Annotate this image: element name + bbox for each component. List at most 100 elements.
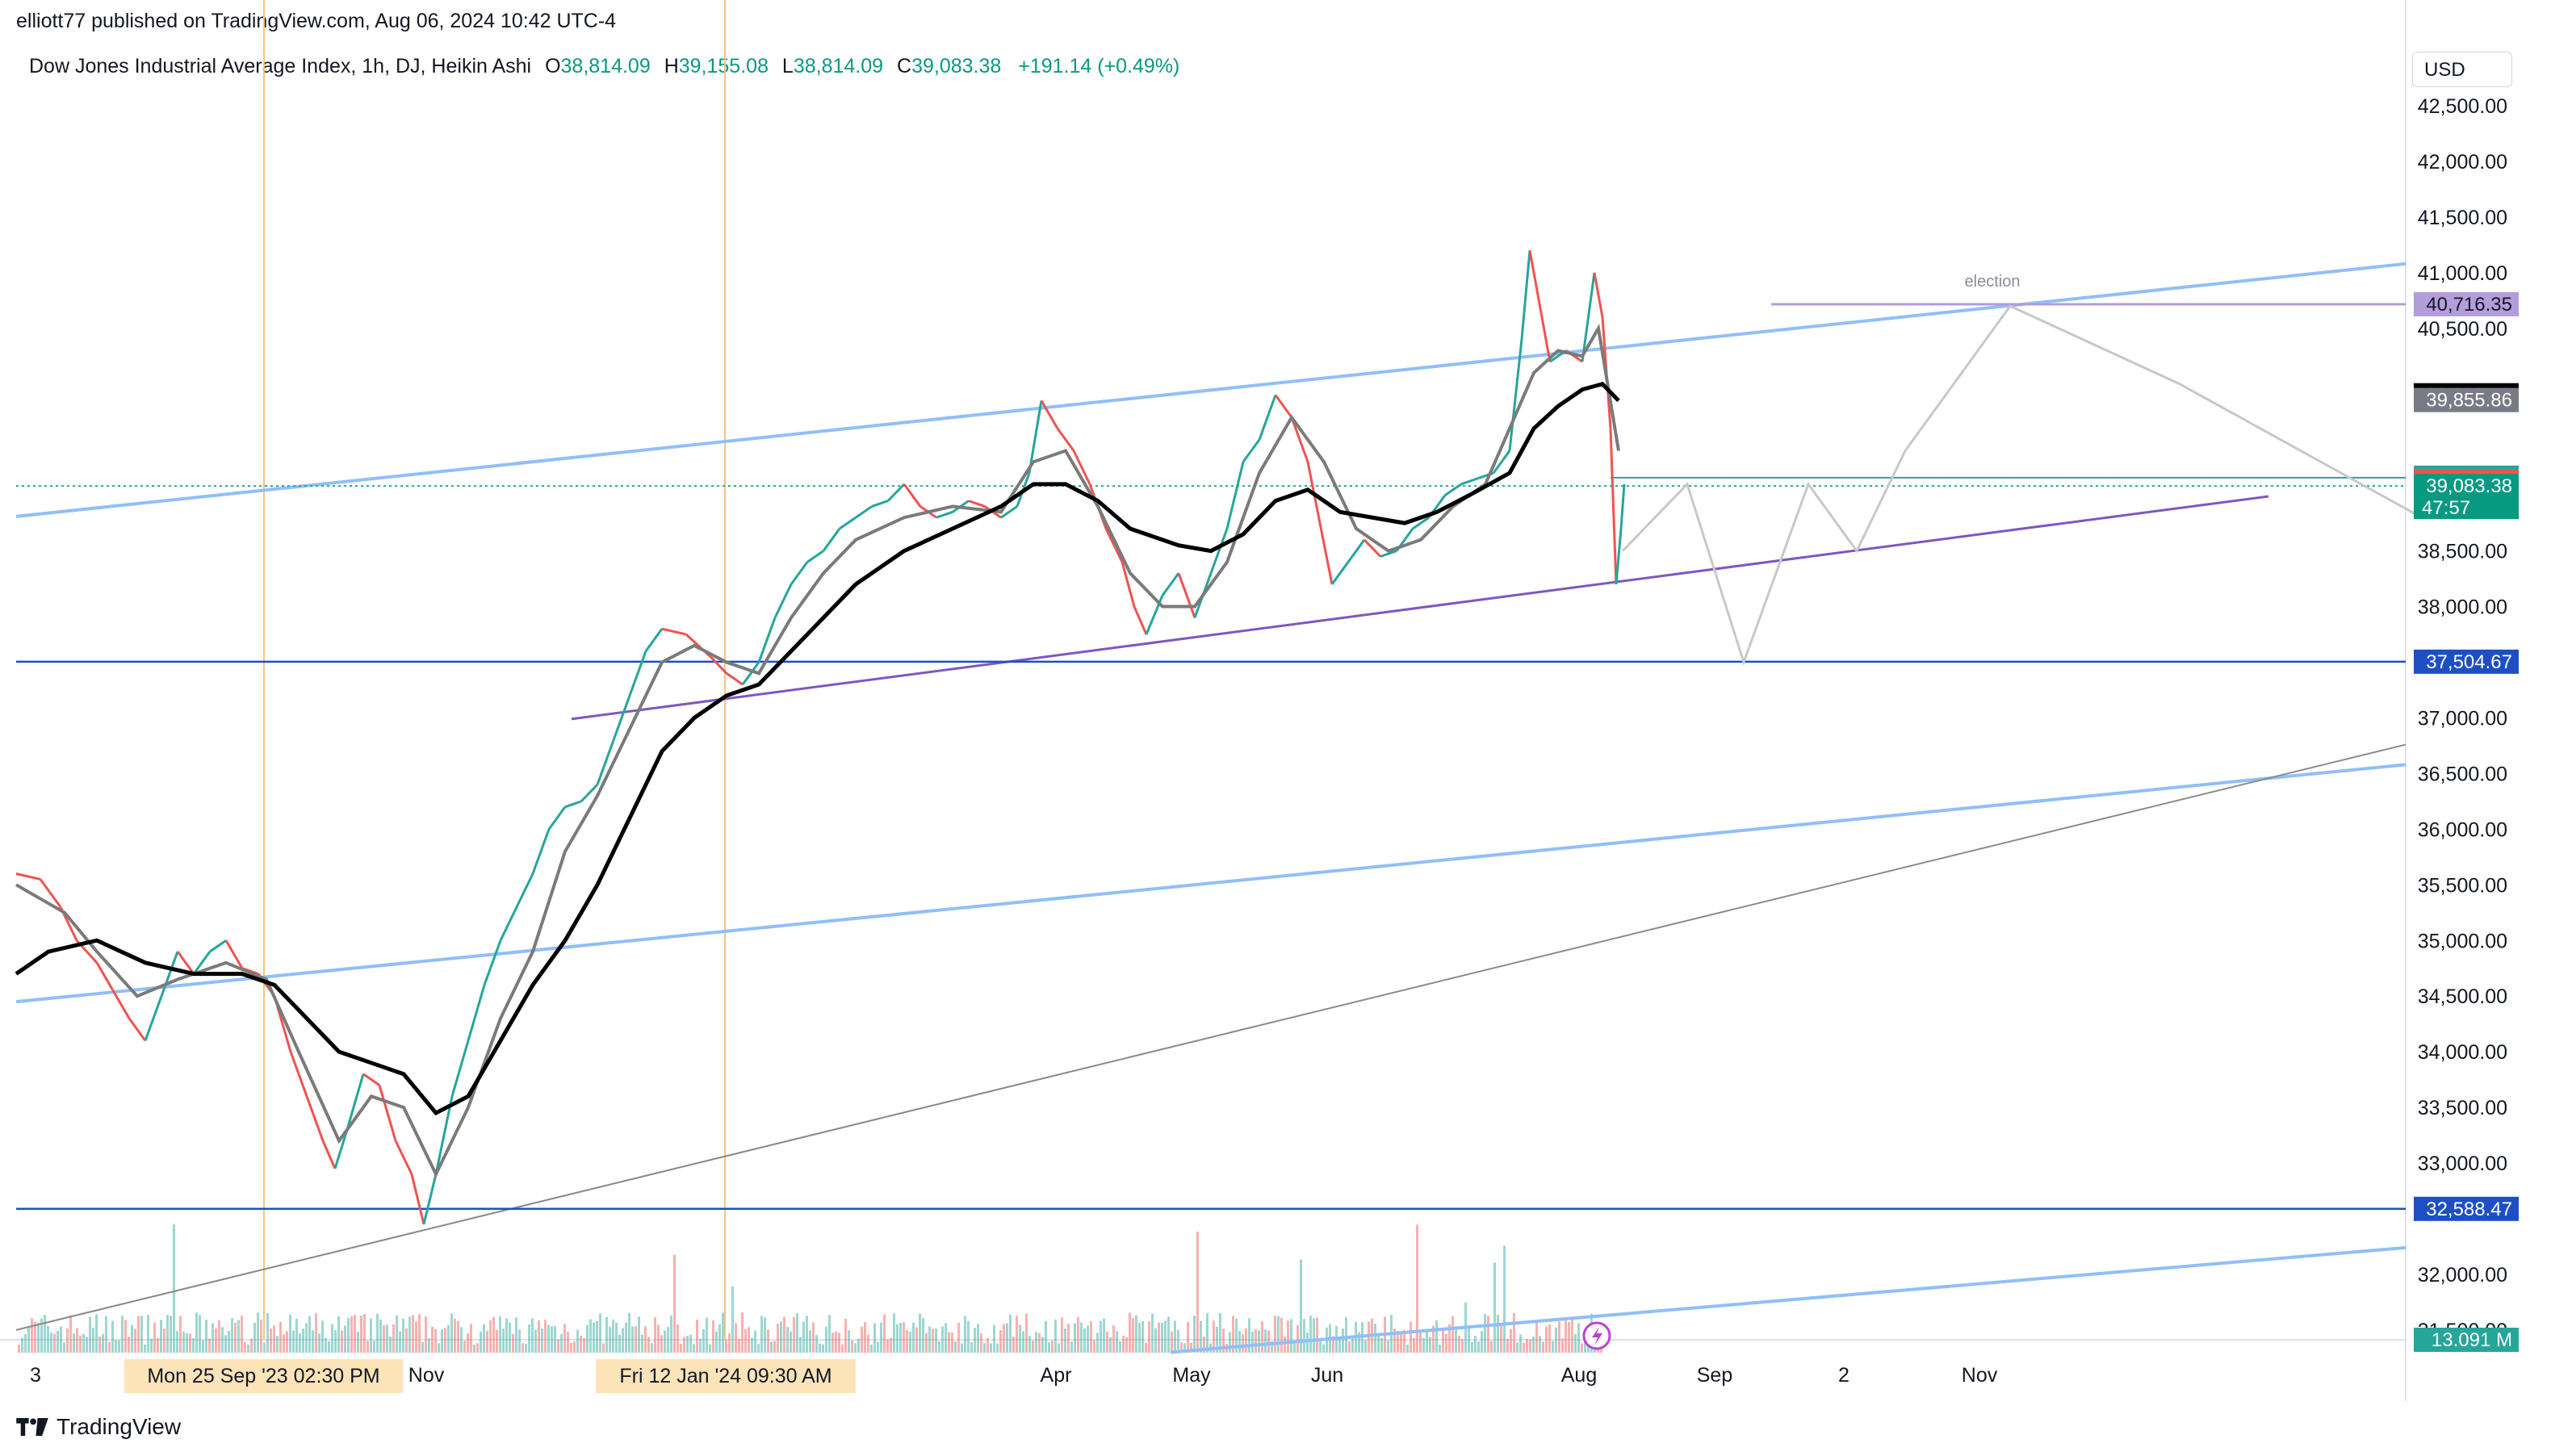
- price-tick-label: 38,000.00: [2418, 596, 2507, 619]
- volume-bar: [583, 1337, 585, 1353]
- price-badge: [2414, 474, 2519, 520]
- volume-bar: [253, 1323, 256, 1353]
- volume-bar: [586, 1324, 589, 1353]
- price-candle-segment: [547, 805, 567, 831]
- volume-bar: [1012, 1337, 1015, 1353]
- volume-bar: [157, 1337, 159, 1353]
- price-candle-segment: [757, 617, 777, 663]
- drawing-layer: election: [15, 261, 2406, 1354]
- price-candle-segment: [564, 800, 582, 809]
- volume-bar: [192, 1338, 195, 1353]
- volume-bar: [1006, 1323, 1008, 1353]
- price-badge: [2414, 1196, 2519, 1221]
- volume-bar: [1577, 1323, 1580, 1353]
- volume-bar: [315, 1312, 317, 1353]
- price-candle-segment: [95, 962, 115, 992]
- volume-bar: [273, 1324, 275, 1353]
- volume-bar: [1206, 1312, 1208, 1353]
- volume-bar: [98, 1336, 101, 1353]
- volume-bar: [641, 1334, 643, 1353]
- countdown-label: 47:57: [2422, 497, 2470, 519]
- volume-bar: [712, 1320, 714, 1353]
- price-candle-segment: [346, 1073, 365, 1131]
- volume-bar: [263, 1342, 266, 1353]
- volume-bar: [1403, 1330, 1405, 1353]
- volume-bar: [1216, 1327, 1218, 1353]
- volume-bar: [828, 1315, 831, 1353]
- volume-bar: [893, 1313, 895, 1353]
- price-candle-segment: [1330, 561, 1350, 585]
- volume-bar: [86, 1337, 88, 1353]
- currency-selector[interactable]: USD: [2412, 52, 2512, 87]
- price-badge: [2414, 387, 2519, 412]
- volume-bar: [1458, 1335, 1460, 1353]
- volume-bar: [1196, 1231, 1199, 1353]
- price-candle-segment: [111, 989, 131, 1019]
- price-candle-segment: [1380, 550, 1397, 558]
- price-candle-segment: [1615, 528, 1623, 585]
- volume-bar: [1545, 1326, 1548, 1353]
- volume-bar: [680, 1343, 682, 1353]
- price-candle-segment: [1274, 394, 1293, 419]
- volume-bar: [1242, 1334, 1244, 1353]
- volume-bar: [1487, 1316, 1489, 1353]
- volume-bar: [722, 1312, 724, 1353]
- volume-bar: [777, 1323, 779, 1353]
- volume-bar: [105, 1316, 107, 1353]
- volume-bar: [819, 1343, 821, 1353]
- volume-bar: [354, 1315, 356, 1353]
- volume-bar: [266, 1313, 269, 1353]
- volume-bar: [492, 1316, 495, 1353]
- price-chart[interactable]: election 42,500.00 42,000.00 41,500.00 41,0…: [0, 0, 2551, 1420]
- volume-bar: [189, 1333, 191, 1353]
- volume-bar: [1332, 1336, 1334, 1353]
- grid-layer: [0, 0, 2406, 1401]
- volume-bar: [237, 1320, 240, 1353]
- price-candle-segment: [1444, 483, 1462, 496]
- open-value: 38,814.09: [560, 55, 651, 77]
- tradingview-logo-icon: [16, 1418, 48, 1436]
- volume-bar: [1568, 1321, 1570, 1353]
- price-candle-segment: [1104, 528, 1124, 563]
- channel-middle-line: [15, 763, 2406, 1004]
- volume-bar: [124, 1320, 127, 1353]
- volume-bar: [980, 1333, 982, 1353]
- volume-bar: [221, 1327, 224, 1353]
- price-tick-label: 40,500.00: [2418, 318, 2507, 341]
- volume-layer: [18, 1224, 1602, 1353]
- volume-bar: [202, 1340, 204, 1353]
- symbol-name[interactable]: Dow Jones Industrial Average Index, 1h, …: [29, 55, 532, 77]
- volume-bar: [1119, 1341, 1121, 1353]
- volume-bar: [631, 1326, 634, 1353]
- volume-bar: [1552, 1341, 1554, 1353]
- volume-bar: [1455, 1329, 1457, 1353]
- volume-bar: [557, 1339, 559, 1353]
- volume-bar: [673, 1254, 676, 1353]
- price-candle-segment: [1347, 538, 1366, 563]
- volume-bar: [1112, 1325, 1115, 1353]
- tradingview-brand[interactable]: TradingView: [16, 1414, 181, 1440]
- volume-bar: [1054, 1320, 1057, 1353]
- volume-bar: [802, 1321, 805, 1353]
- volume-bar: [1138, 1323, 1141, 1353]
- volume-bar: [170, 1316, 172, 1353]
- volume-bar: [899, 1323, 902, 1353]
- volume-bar: [44, 1315, 46, 1353]
- volume-bar: [735, 1323, 737, 1353]
- price-candle-segment: [450, 1040, 470, 1097]
- price-candle-segment: [1161, 572, 1180, 596]
- volume-bar: [325, 1337, 327, 1353]
- volume-bar: [967, 1320, 970, 1353]
- volume-bar: [69, 1315, 72, 1353]
- volume-bar: [21, 1337, 23, 1353]
- time-tick-label: Jun: [1311, 1364, 1343, 1387]
- volume-bar: [667, 1327, 669, 1353]
- volume-bar: [1284, 1336, 1286, 1353]
- volume-bar: [363, 1314, 366, 1353]
- volume-bar: [1351, 1337, 1354, 1353]
- volume-bar: [108, 1341, 111, 1353]
- volume-bar: [463, 1341, 466, 1353]
- volume-bar: [873, 1323, 876, 1353]
- price-candle-segment: [1177, 572, 1196, 618]
- volume-bar: [744, 1328, 747, 1353]
